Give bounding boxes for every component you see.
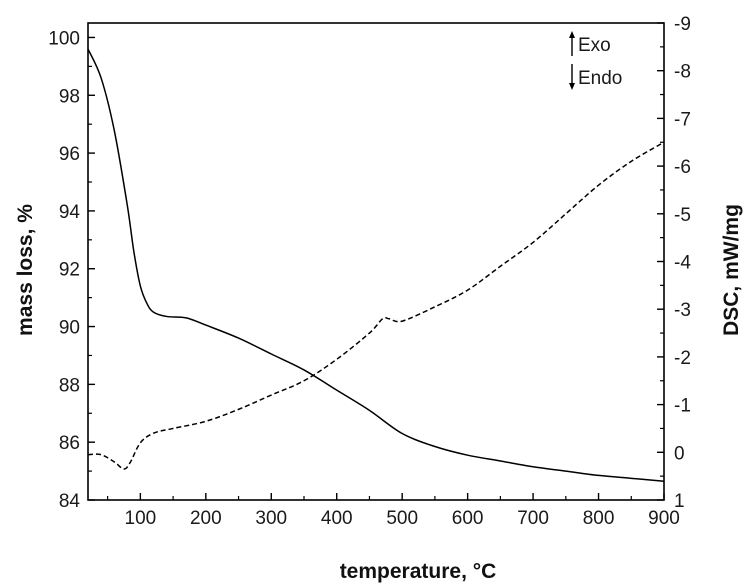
y2-tick-label: -8 (674, 62, 691, 83)
x-tick-label: 900 (648, 508, 680, 529)
dsc-curve (87, 141, 665, 470)
y-axis-ticks: 84 86 88 90 92 94 96 98 100 (48, 28, 95, 512)
y-tick-label: 86 (59, 433, 80, 454)
y2-tick-label: -2 (674, 348, 691, 369)
x-tick-label: 500 (386, 508, 418, 529)
y-tick-label: 100 (48, 28, 80, 49)
y2-axis-title: DSC, mW/mg (720, 204, 743, 336)
y2-tick-label: -6 (674, 157, 691, 178)
series-layer (87, 48, 665, 482)
x-axis-title: temperature, °C (340, 560, 497, 583)
y2-axis-ticks: 1 0 -1 -2 -3 -4 -5 -6 -7 -8 -9 (657, 14, 691, 512)
x-axis-ticks: 100 200 300 400 500 600 700 800 900 (107, 493, 680, 529)
legend-endo: Endo (578, 68, 622, 89)
y-tick-label: 84 (59, 491, 81, 512)
x-tick-label: 300 (255, 508, 287, 529)
mass-loss-curve (87, 48, 665, 482)
y2-tick-label: -1 (674, 396, 691, 417)
plot-border (87, 22, 665, 501)
legend: Exo Endo (569, 31, 622, 90)
y2-tick-label: -7 (674, 109, 691, 130)
y-tick-label: 92 (59, 260, 80, 281)
x-tick-label: 600 (452, 508, 484, 529)
plot-frame (87, 22, 665, 501)
y2-tick-label: 0 (674, 443, 685, 464)
y2-tick-label: -3 (674, 300, 691, 321)
x-tick-label: 400 (321, 508, 353, 529)
y-tick-label: 96 (59, 144, 80, 165)
y2-tick-label: -9 (674, 14, 691, 35)
exo-arrow-icon (569, 31, 575, 38)
legend-exo: Exo (578, 35, 611, 56)
y-axis-title: mass loss, % (14, 204, 37, 336)
x-tick-label: 200 (190, 508, 222, 529)
y2-tick-label: -5 (674, 205, 691, 226)
y2-tick-label: -4 (674, 253, 691, 274)
y-tick-label: 98 (59, 86, 80, 107)
x-tick-label: 700 (517, 508, 549, 529)
y-tick-label: 94 (59, 202, 81, 223)
y-tick-label: 90 (59, 318, 80, 339)
y-tick-label: 88 (59, 375, 80, 396)
endo-arrow-icon (569, 83, 575, 90)
y2-tick-label: 1 (674, 491, 685, 512)
x-tick-label: 100 (125, 508, 157, 529)
x-tick-label: 800 (583, 508, 615, 529)
